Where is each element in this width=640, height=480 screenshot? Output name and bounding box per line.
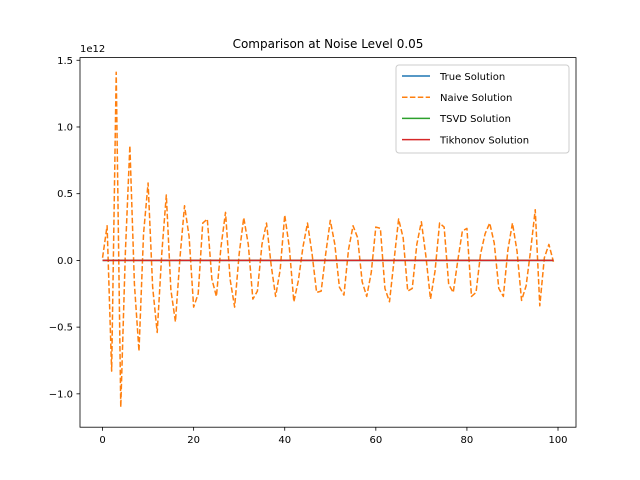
y-axis: −1.0 −0.5 0.0 0.5 1.0 1.5	[49, 56, 80, 400]
legend-label-0: True Solution	[439, 72, 505, 83]
y-tick-label: 0.5	[57, 189, 73, 200]
x-tick-label: 60	[369, 435, 382, 446]
y-tick-label: 0.0	[57, 256, 73, 267]
y-scale-label: 1e12	[80, 44, 105, 55]
legend-label-1: Naive Solution	[440, 93, 512, 104]
x-tick-label: 0	[99, 435, 105, 446]
x-tick-label: 40	[278, 435, 291, 446]
y-tick-label: −1.0	[49, 389, 73, 400]
plot-area	[101, 71, 555, 408]
y-tick-label: 1.5	[57, 56, 73, 67]
x-axis: 0 20 40 60 80 100	[99, 427, 568, 446]
y-tick-label: 1.0	[57, 122, 73, 133]
series-line-1	[101, 71, 555, 408]
x-tick-label: 20	[187, 435, 200, 446]
x-tick-label: 80	[461, 435, 474, 446]
legend-label-2: TSVD Solution	[439, 114, 511, 125]
legend-label-3: Tikhonov Solution	[439, 135, 529, 146]
x-tick-label: 100	[548, 435, 567, 446]
chart-title: Comparison at Noise Level 0.05	[233, 37, 424, 51]
legend-box	[395, 64, 570, 154]
axes-frame	[79, 57, 577, 428]
legend: True Solution Naive Solution TSVD Solution…	[395, 64, 570, 154]
y-tick-label: −0.5	[49, 323, 73, 334]
